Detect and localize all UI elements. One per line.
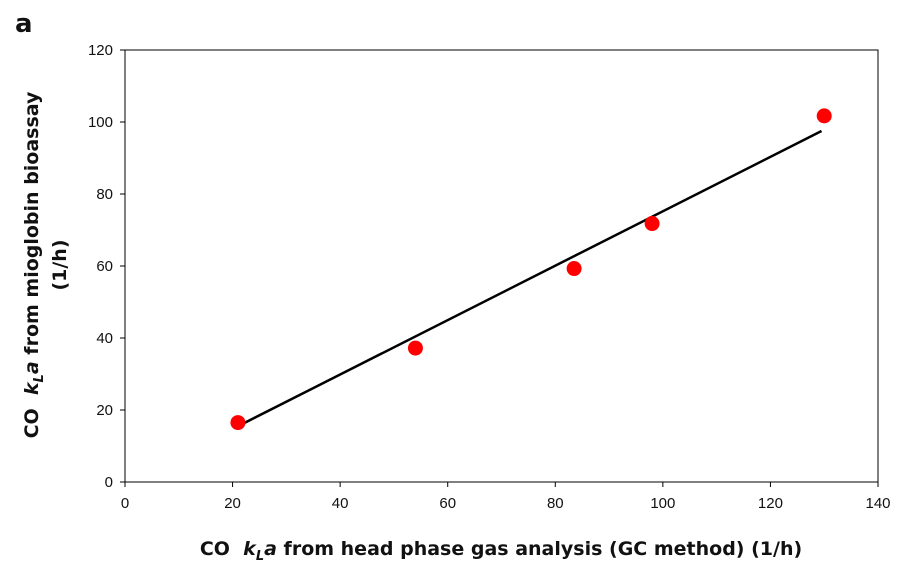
data-point [644,216,660,232]
x-tick-label: 40 [332,495,349,512]
y-tick-label: 100 [88,114,113,131]
x-tick-label: 140 [865,495,890,512]
y-tick-label: 20 [96,402,113,419]
plot-area: 0 20 40 60 80 100 120 140 0 20 40 60 80 100 120 [88,42,891,512]
y-axis-title: CO kLa from mioglobin bioassay (1/h) [21,91,71,438]
y-axis-title-line2: (1/h) [49,239,71,290]
y-tick-label: 60 [96,258,113,275]
y-axis-title-line1: CO kLa from mioglobin bioassay [21,91,47,438]
y-tick-label: 120 [88,42,113,59]
y-tick-label: 0 [105,474,113,491]
x-tick-label: 60 [439,495,456,512]
x-axis-title: CO kLa from head phase gas analysis (GC … [200,538,802,563]
y-tick-label: 80 [96,186,113,203]
x-tick-label: 80 [547,495,564,512]
y-tick-label: 40 [96,330,113,347]
x-tick-label: 20 [224,495,241,512]
data-point [816,108,832,124]
x-tick-label: 0 [121,495,129,512]
x-tick-label: 120 [758,495,783,512]
trend-line [237,129,823,428]
data-point [230,415,246,431]
panel-label: a [15,9,33,39]
data-point [407,340,423,356]
data-point [566,261,582,277]
x-tick-label: 100 [650,495,675,512]
